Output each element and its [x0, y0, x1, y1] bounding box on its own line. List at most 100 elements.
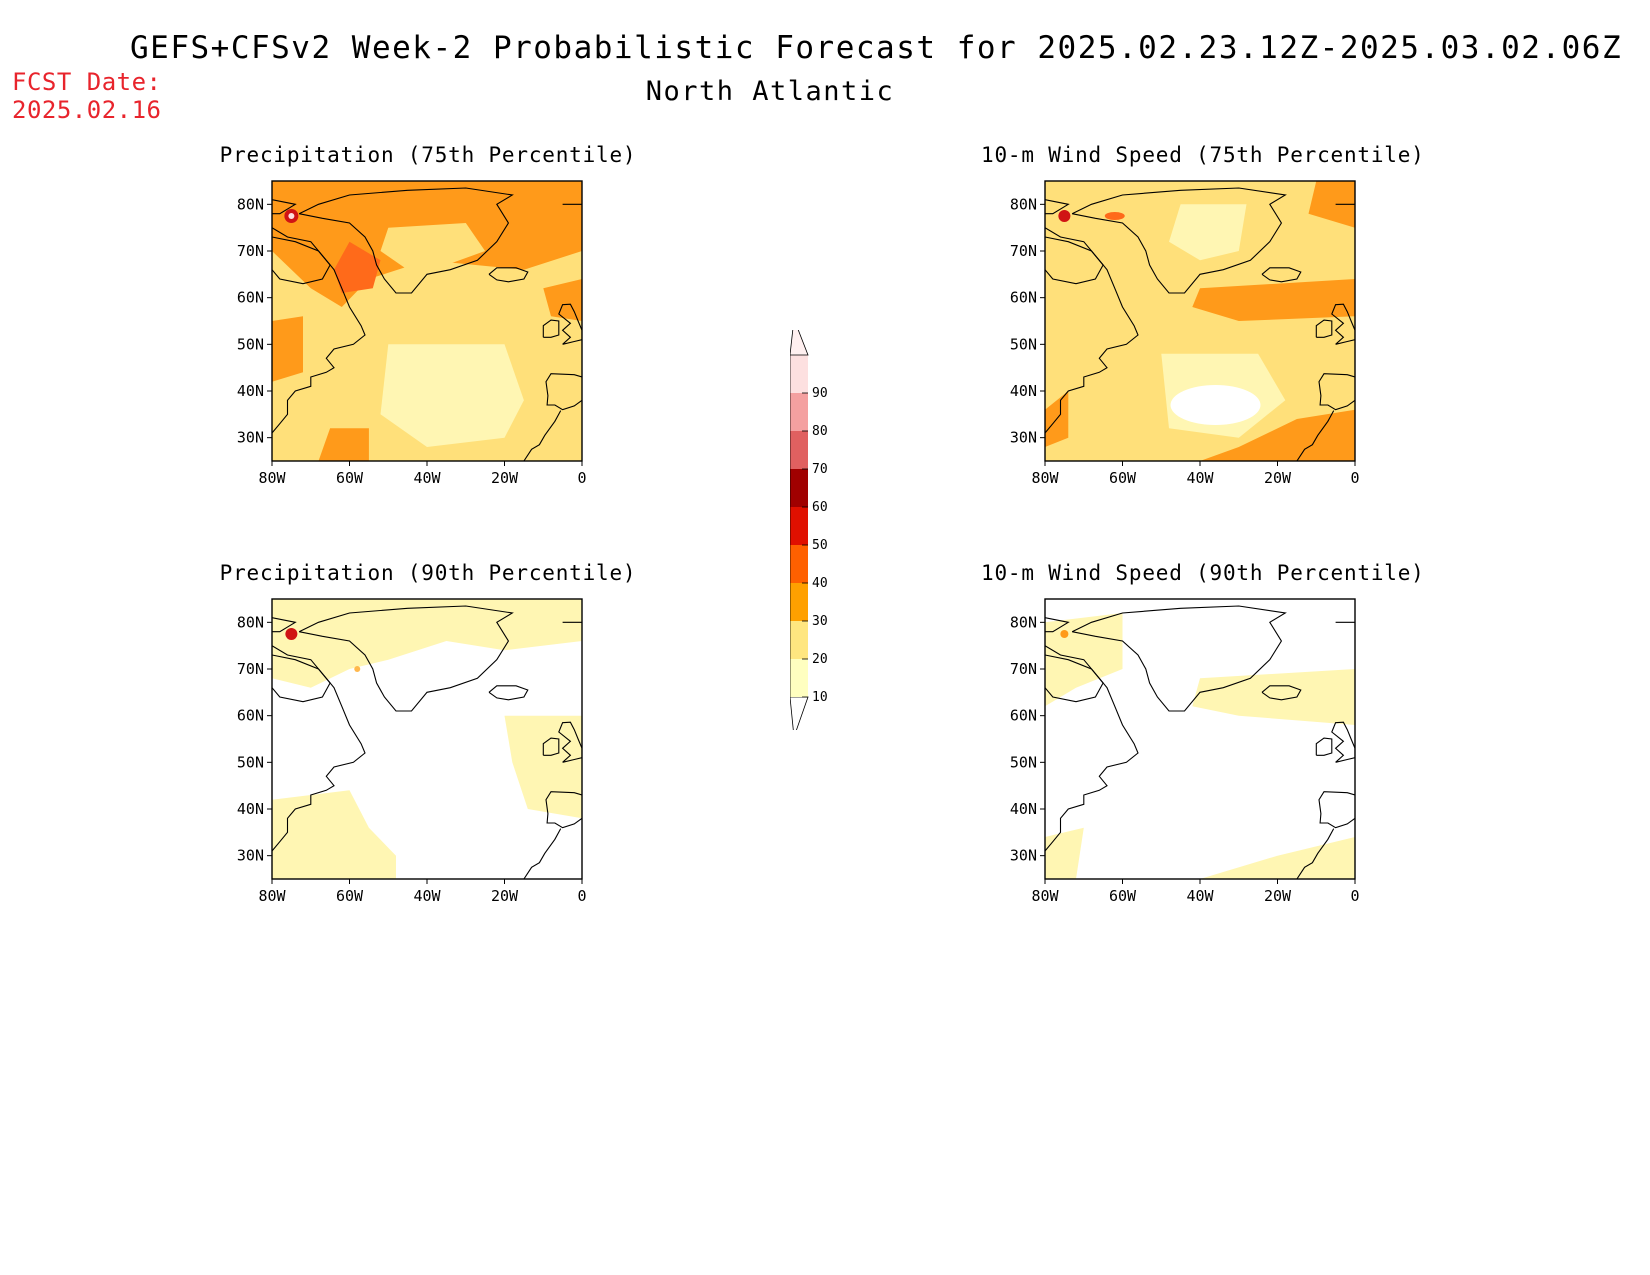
- coastline: [488, 685, 529, 701]
- lat-label: 60N: [237, 707, 264, 725]
- lat-label: 30N: [237, 847, 264, 865]
- colorbar-upper-triangle: [789, 318, 809, 356]
- colorbar-label: 40: [812, 576, 828, 591]
- colorbar-segment: [790, 393, 808, 431]
- map-area: 80W 60W 40W 20W 0 80N 70N 60N 50N 40N 30N: [1010, 180, 1360, 487]
- coastline: [542, 319, 560, 338]
- lat-label: 70N: [1010, 242, 1037, 260]
- lat-label: 30N: [1010, 847, 1037, 865]
- coastline: [523, 828, 562, 879]
- lat-label: 60N: [1010, 289, 1037, 307]
- coastline: [1261, 267, 1302, 283]
- probability-shading: [272, 599, 582, 879]
- coastline: [558, 303, 582, 345]
- lon-label: 80W: [258, 469, 286, 487]
- lat-label: 40N: [1010, 382, 1037, 400]
- lon-label: 0: [577, 469, 586, 487]
- lat-label: 60N: [237, 289, 264, 307]
- colorbar-label: 80: [812, 424, 828, 439]
- coastline: [1045, 227, 1139, 434]
- coastline: [523, 410, 562, 461]
- probability-shading: [1045, 599, 1355, 879]
- coastline: [1315, 737, 1333, 756]
- coastline: [1331, 721, 1355, 763]
- map-wind-90: 80W 60W 40W 20W 0 80N 70N 60N 50N 40N 30N: [1010, 598, 1360, 905]
- panel-wind-75: 10-m Wind Speed (75th Percentile) 80W 60W…: [981, 143, 1425, 503]
- map-area: 80W 60W 40W 20W 0 80N 70N 60N 50N 40N 30N: [237, 180, 587, 487]
- coastline: [545, 791, 582, 829]
- lat-label: 80N: [1010, 613, 1037, 631]
- coastline: [1331, 303, 1355, 345]
- colorbar-label: 30: [812, 614, 828, 629]
- panel-title: Precipitation (75th Percentile): [219, 143, 637, 167]
- colorbar-segment: [790, 583, 808, 621]
- lat-label: 30N: [237, 429, 264, 447]
- coastline: [1261, 685, 1302, 701]
- colorbar-label: 10: [812, 690, 828, 705]
- lon-label: 40W: [1186, 887, 1214, 905]
- lon-label: 40W: [1186, 469, 1214, 487]
- shade-peak: [1058, 210, 1071, 222]
- coastline: [272, 617, 297, 633]
- colorbar-segment: [790, 431, 808, 469]
- main-title: GEFS+CFSv2 Week-2 Probabilistic Forecast…: [130, 30, 1623, 66]
- shade-greenland: [380, 223, 486, 270]
- lon-label: 60W: [1109, 887, 1137, 905]
- coastline: [1315, 319, 1333, 338]
- lon-label: 40W: [413, 469, 441, 487]
- shade-southwest: [1045, 827, 1084, 879]
- shade-southwest: [272, 790, 396, 879]
- shade-iceland-band: [1192, 279, 1355, 321]
- coastline: [1045, 199, 1070, 215]
- colorbar-label: 50: [812, 538, 828, 553]
- colorbar-svg: 10 20 30 40 50 60 70 80 90: [789, 318, 828, 738]
- coastline: [545, 373, 582, 411]
- lon-label: 20W: [491, 887, 519, 905]
- shade-iceland-band: [1192, 669, 1355, 725]
- shade-north: [272, 599, 582, 688]
- fcst-date-value: 2025.02.16: [12, 96, 162, 124]
- region-title: North Atlantic: [645, 76, 895, 107]
- coastline: [272, 199, 297, 215]
- lon-label: 80W: [1031, 469, 1059, 487]
- panel-title: 10-m Wind Speed (90th Percentile): [981, 561, 1425, 585]
- lon-label: 20W: [1264, 887, 1292, 905]
- lat-label: 70N: [237, 660, 264, 678]
- colorbar-label: 20: [812, 652, 828, 667]
- panel-title: Precipitation (90th Percentile): [219, 561, 637, 585]
- coastline: [298, 605, 514, 712]
- coastline: [1045, 236, 1104, 285]
- map-precip-75: 80W 60W 40W 20W 0 80N 70N 60N 50N 40N 30N: [237, 180, 587, 487]
- map-area: 80W 60W 40W 20W 0 80N 70N 60N 50N 40N 30N: [1010, 598, 1360, 905]
- colorbar-label: 70: [812, 462, 828, 477]
- coastline: [272, 645, 366, 852]
- coastline: [1045, 617, 1070, 633]
- shade-peak-2: [354, 666, 361, 672]
- lat-label: 50N: [237, 753, 264, 771]
- lat-label: 50N: [1010, 753, 1037, 771]
- coastline: [1296, 828, 1335, 879]
- colorbar-label: 90: [812, 386, 828, 401]
- coastline: [558, 721, 582, 763]
- panel-title: 10-m Wind Speed (75th Percentile): [981, 143, 1425, 167]
- lat-label: 70N: [1010, 660, 1037, 678]
- shade-west: [272, 316, 303, 382]
- coastline: [1318, 791, 1355, 829]
- colorbar-segment: [790, 469, 808, 507]
- coastlines: [272, 187, 582, 461]
- lat-label: 30N: [1010, 429, 1037, 447]
- coastlines: [272, 605, 582, 879]
- probability-shading: [1045, 181, 1355, 461]
- lat-label: 80N: [237, 613, 264, 631]
- coastline: [542, 737, 560, 756]
- lat-label: 50N: [237, 335, 264, 353]
- shade-peak: [1060, 630, 1069, 638]
- coastlines: [1045, 187, 1355, 461]
- shade-peak: [285, 628, 298, 640]
- shade-peak-2: [1104, 212, 1125, 220]
- coastline: [488, 267, 529, 283]
- lat-label: 80N: [1010, 195, 1037, 213]
- coastline: [272, 654, 331, 703]
- coastline: [1045, 654, 1104, 703]
- lon-label: 40W: [413, 887, 441, 905]
